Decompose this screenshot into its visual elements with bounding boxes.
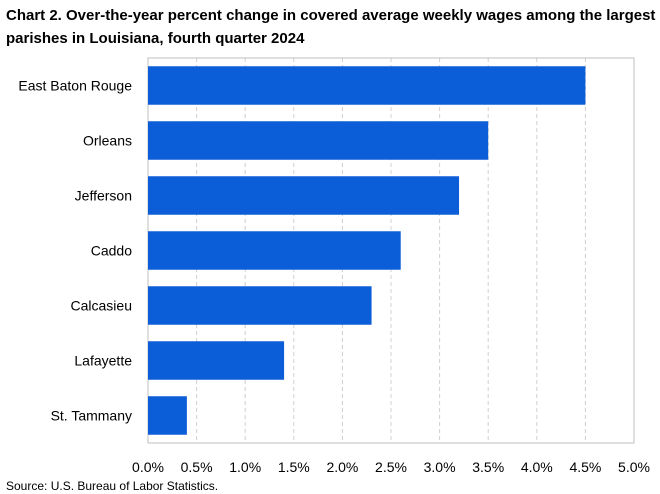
x-tick-label: 4.5% — [569, 459, 601, 475]
bar — [148, 286, 372, 325]
category-label: Lafayette — [74, 353, 132, 369]
bar — [148, 396, 187, 435]
bar — [148, 121, 489, 160]
category-label: St. Tammany — [51, 408, 132, 424]
x-tick-label: 4.0% — [521, 459, 553, 475]
tick-labels: 0.0% 0.5% 1.0% 1.5% 2.0% 2.5% 3.0% 3.5% 4.0% 4.5%… — [132, 459, 650, 475]
x-tick-label: 0.5% — [181, 459, 213, 475]
category-label: Orleans — [83, 133, 132, 149]
x-tick-label: 1.5% — [278, 459, 310, 475]
bar — [148, 341, 285, 380]
bar — [148, 231, 401, 270]
category-labels: East Baton Rouge Orleans Jefferson Caddo Cal… — [18, 78, 132, 424]
chart-title: Chart 2. Over-the-year percent change in… — [6, 7, 656, 47]
bars — [148, 66, 586, 435]
x-tick-label: 0.0% — [132, 459, 164, 475]
category-label: Caddo — [91, 243, 132, 259]
x-tick-label: 3.0% — [424, 459, 456, 475]
source-note: Source: U.S. Bureau of Labor Statistics. — [6, 479, 219, 493]
bar — [148, 176, 460, 215]
x-tick-label: 2.0% — [326, 459, 358, 475]
category-label: Jefferson — [75, 188, 132, 204]
x-tick-label: 2.5% — [375, 459, 407, 475]
x-tick-label: 3.5% — [472, 459, 504, 475]
category-label: East Baton Rouge — [18, 78, 132, 94]
x-tick-label: 1.0% — [229, 459, 261, 475]
bar — [148, 66, 586, 105]
x-tick-label: 5.0% — [618, 459, 650, 475]
category-label: Calcasieu — [71, 298, 132, 314]
